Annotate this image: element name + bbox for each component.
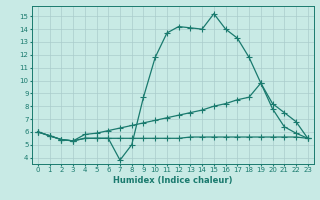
X-axis label: Humidex (Indice chaleur): Humidex (Indice chaleur) <box>113 176 233 185</box>
